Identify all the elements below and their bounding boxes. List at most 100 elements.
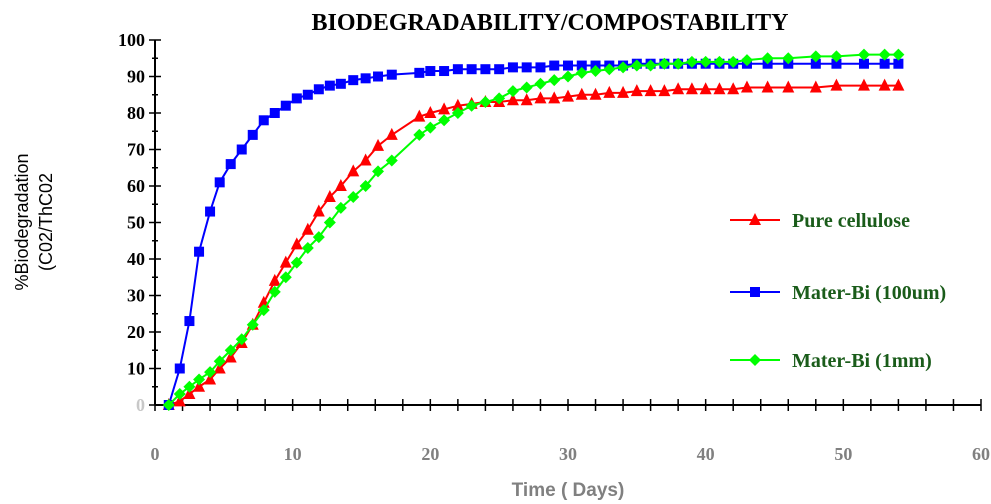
- data-point: [385, 154, 398, 167]
- data-point: [893, 58, 904, 69]
- data-point: [205, 206, 216, 217]
- data-point: [302, 89, 313, 100]
- y-axis-label-line-2: (C02/ThC02: [36, 173, 56, 271]
- data-point: [699, 82, 712, 95]
- data-point: [857, 78, 870, 91]
- data-point: [672, 82, 685, 95]
- data-point: [809, 50, 822, 63]
- data-point: [204, 372, 217, 385]
- data-point: [658, 84, 671, 97]
- data-point: [323, 216, 336, 229]
- legend-marker: [749, 213, 761, 225]
- data-point: [630, 59, 643, 72]
- data-point: [672, 57, 685, 70]
- y-tick-label: 70: [127, 140, 145, 160]
- data-point: [480, 64, 491, 75]
- data-point: [372, 165, 385, 178]
- data-point: [809, 80, 822, 93]
- data-point: [193, 379, 206, 392]
- data-point: [727, 55, 740, 68]
- data-point: [414, 67, 425, 78]
- tick-labels: 0 10 20 30 40 50 60 70 80 90 100 0 10 20 30 40 50 60: [118, 30, 990, 464]
- data-point: [782, 80, 795, 93]
- data-point: [183, 380, 196, 393]
- legend-label: Mater-Bi (100um): [792, 282, 946, 304]
- data-point: [247, 129, 258, 140]
- data-point: [439, 66, 450, 77]
- data-point: [359, 180, 372, 192]
- x-axis-label: Time ( Days): [512, 480, 625, 501]
- data-point: [313, 84, 324, 95]
- series-line: [168, 84, 899, 406]
- legend-item-2: Mater-Bi (100um): [730, 282, 946, 304]
- y-axis-label-line-1: %Biodegradation: [12, 153, 32, 290]
- data-series: [162, 48, 905, 411]
- data-point: [334, 179, 347, 191]
- legend-item-3: Mater-Bi (1mm): [730, 350, 932, 372]
- data-point: [224, 350, 237, 363]
- data-point: [879, 58, 890, 69]
- data-point: [603, 85, 616, 98]
- data-point: [520, 93, 533, 106]
- data-point: [347, 164, 360, 177]
- data-point: [174, 363, 185, 374]
- legend-label: Mater-Bi (1mm): [792, 350, 932, 372]
- data-point: [452, 64, 463, 75]
- data-point: [236, 144, 247, 155]
- data-point: [617, 61, 630, 74]
- data-point: [685, 82, 698, 95]
- data-point: [173, 394, 186, 407]
- data-point: [761, 52, 774, 65]
- data-point: [359, 153, 372, 166]
- data-point: [224, 344, 237, 357]
- data-point: [279, 255, 292, 268]
- data-point: [183, 387, 196, 400]
- data-point: [290, 237, 303, 250]
- data-point: [761, 80, 774, 93]
- data-point: [312, 204, 325, 217]
- data-point: [699, 55, 712, 68]
- data-point: [479, 96, 492, 109]
- data-point: [312, 231, 325, 244]
- data-point: [335, 78, 346, 89]
- data-point: [493, 92, 506, 105]
- data-point: [360, 73, 371, 84]
- y-tick-label: 100: [118, 30, 145, 50]
- data-point: [810, 58, 821, 69]
- data-point: [279, 271, 292, 284]
- data-point: [644, 59, 657, 72]
- y-tick-label: 90: [127, 67, 145, 87]
- data-point: [301, 242, 314, 255]
- data-point: [438, 114, 451, 127]
- data-point: [603, 63, 616, 76]
- data-point: [214, 177, 225, 188]
- x-tick-label: 60: [972, 444, 990, 464]
- data-point: [257, 304, 270, 317]
- y-tick-label: 30: [127, 286, 145, 306]
- y-tick-label: 60: [127, 176, 145, 196]
- data-point: [521, 62, 532, 73]
- data-point: [506, 93, 519, 106]
- data-point: [892, 78, 905, 91]
- x-tick-label: 40: [697, 444, 715, 464]
- data-point: [324, 80, 335, 91]
- data-point: [194, 246, 205, 257]
- data-point: [235, 333, 248, 346]
- data-point: [740, 80, 753, 93]
- data-point: [506, 85, 519, 98]
- data-point: [727, 82, 740, 95]
- data-point: [831, 58, 842, 69]
- data-point: [213, 355, 226, 368]
- data-point: [830, 50, 843, 63]
- data-point: [269, 108, 280, 118]
- data-point: [575, 66, 588, 79]
- data-point: [301, 222, 314, 235]
- data-point: [173, 388, 186, 401]
- data-point: [534, 91, 547, 104]
- y-axis-label: %Biodegradation (C02/ThC02: [12, 153, 56, 290]
- data-point: [424, 106, 437, 118]
- data-point: [334, 201, 347, 214]
- data-point: [246, 318, 259, 331]
- legend-marker: [749, 354, 761, 366]
- y-tick-label: 40: [127, 249, 145, 269]
